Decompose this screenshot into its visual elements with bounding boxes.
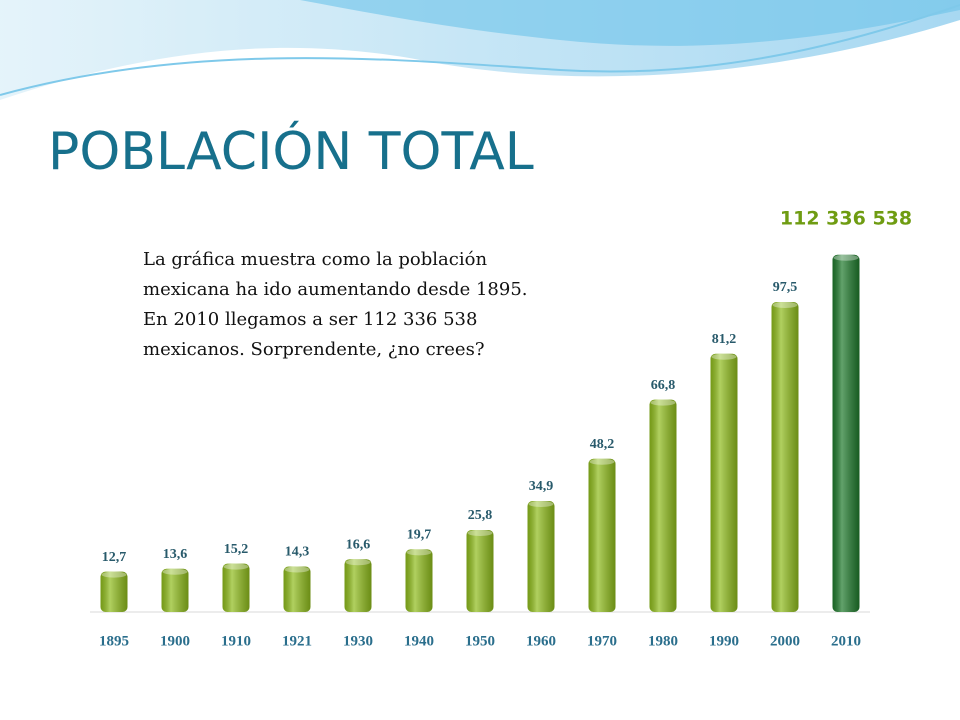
bar-cap: [223, 563, 249, 570]
slide-title: POBLACIÓN TOTAL: [48, 120, 534, 182]
value-label: 81,2: [712, 332, 737, 347]
value-label: 34,9: [529, 479, 554, 494]
chart: 12,7 1895 13,6 1900 15,2 1910 14,3 1921 16,6 1930…: [90, 207, 912, 649]
value-label: 97,5: [773, 280, 798, 295]
description-line: mexicana ha ido aumentando desde 1895.: [143, 279, 528, 300]
value-label: 13,6: [163, 547, 188, 562]
x-tick-label: 2010: [831, 633, 861, 649]
bar-cap: [101, 571, 127, 578]
description-line: La gráfica muestra como la población: [143, 249, 487, 270]
bar-shade: [344, 559, 372, 612]
x-tick-label: 1980: [648, 633, 678, 649]
bar-shade: [222, 563, 250, 612]
x-tick-label: 1990: [709, 633, 739, 649]
bar-shade: [161, 568, 189, 612]
bar-shade: [100, 571, 128, 612]
bar-shade: [649, 399, 677, 612]
bar-cap: [345, 559, 371, 566]
value-label: 19,7: [407, 528, 432, 543]
bar-cap: [833, 254, 859, 261]
x-tick-label: 2000: [770, 633, 800, 649]
value-label: 66,8: [651, 378, 676, 393]
x-tick-label: 1930: [343, 633, 373, 649]
bar-shade: [832, 254, 860, 612]
value-label: 15,2: [224, 542, 249, 557]
value-label: 48,2: [590, 437, 615, 452]
bar-shade: [710, 353, 738, 612]
description-line: En 2010 llegamos a ser 112 336 538: [143, 309, 477, 330]
x-tick-label: 1960: [526, 633, 556, 649]
x-tick-label: 1910: [221, 633, 251, 649]
bar-cap: [406, 549, 432, 556]
value-label: 16,6: [346, 537, 371, 552]
bar-cap: [772, 301, 798, 308]
x-tick-label: 1921: [282, 633, 312, 649]
bar-cap: [162, 568, 188, 575]
bar-shade: [771, 301, 799, 612]
bar-cap: [650, 399, 676, 406]
bar-cap: [284, 566, 310, 573]
bar-cap: [467, 529, 493, 536]
bar-shade: [405, 549, 433, 612]
bar-shade: [588, 458, 616, 612]
x-tick-label: 1895: [99, 633, 129, 649]
bar-shade: [283, 566, 311, 612]
value-label: 112 336 538: [780, 207, 912, 229]
x-tick-label: 1970: [587, 633, 617, 649]
wave: [300, 0, 960, 46]
bar-cap: [528, 501, 554, 508]
description: La gráfica muestra como la población mexi…: [143, 249, 528, 360]
value-label: 25,8: [468, 508, 493, 523]
x-tick-label: 1940: [404, 633, 434, 649]
x-tick-label: 1950: [465, 633, 495, 649]
wave-line: [0, 4, 960, 96]
description-line: mexicanos. Sorprendente, ¿no crees?: [143, 339, 484, 360]
value-label: 12,7: [102, 550, 127, 565]
x-tick-label: 1900: [160, 633, 190, 649]
bar-cap: [589, 458, 615, 465]
value-label: 14,3: [285, 545, 310, 560]
bar-shade: [466, 529, 494, 612]
bar-shade: [527, 501, 555, 612]
bar-cap: [711, 353, 737, 360]
